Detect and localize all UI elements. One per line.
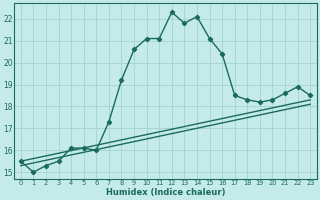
X-axis label: Humidex (Indice chaleur): Humidex (Indice chaleur) xyxy=(106,188,225,197)
